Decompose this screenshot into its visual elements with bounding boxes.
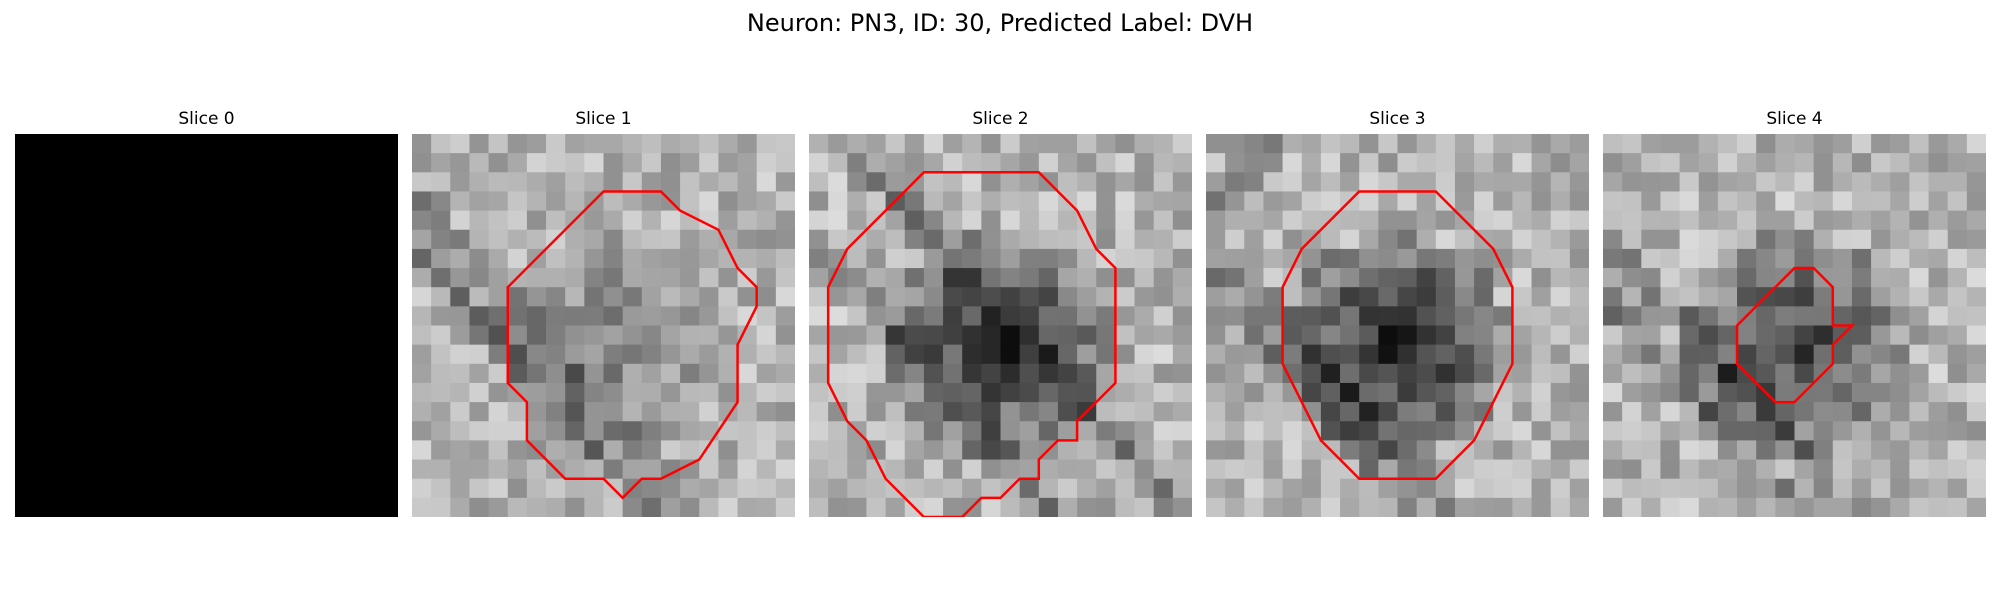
figure-title: Neuron: PN3, ID: 30, Predicted Label: DV… — [746, 9, 1254, 37]
slice-image — [809, 134, 1192, 517]
slice-panel-1: Slice 1 — [412, 108, 795, 517]
slice-title: Slice 1 — [575, 109, 632, 129]
slice-panel-4: Slice 4 — [1603, 108, 1986, 517]
slice-panel-0: Slice 0 — [15, 108, 398, 517]
roi-outline — [1735, 266, 1855, 404]
slice-panel-3: Slice 3 — [1206, 108, 1589, 517]
slice-title: Slice 0 — [178, 109, 235, 129]
slice-title: Slice 3 — [1369, 109, 1426, 129]
slice-image — [1603, 134, 1986, 517]
roi-outline — [1281, 190, 1514, 480]
slice-title: Slice 2 — [972, 109, 1029, 129]
pixel-grid — [809, 134, 1192, 517]
pixel-grid — [412, 134, 795, 517]
slice-image — [412, 134, 795, 517]
slice-image — [15, 134, 398, 517]
blank-slice — [15, 134, 398, 517]
roi-outline — [506, 190, 758, 500]
pixel-grid — [1603, 134, 1986, 517]
slice-panel-2: Slice 2 — [809, 108, 1192, 517]
slice-image — [1206, 134, 1589, 517]
slice-title: Slice 4 — [1766, 109, 1823, 129]
roi-outline — [826, 171, 1117, 517]
pixel-grid — [1206, 134, 1589, 517]
